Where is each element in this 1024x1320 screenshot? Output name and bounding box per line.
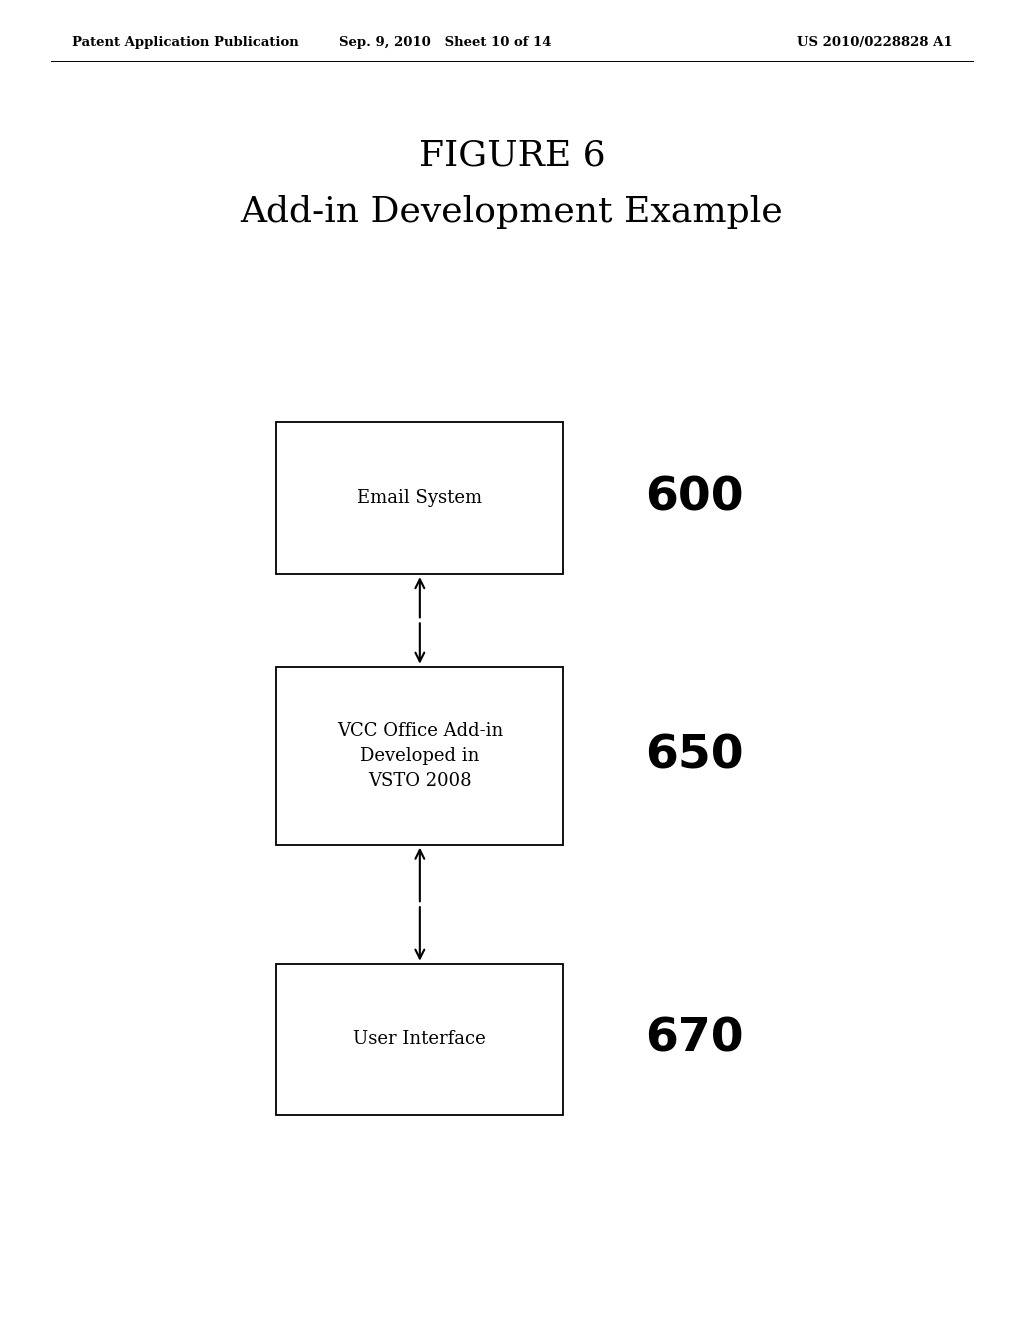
Text: Add-in Development Example: Add-in Development Example [241, 195, 783, 230]
Text: US 2010/0228828 A1: US 2010/0228828 A1 [797, 36, 952, 49]
FancyBboxPatch shape [276, 667, 563, 845]
Text: Patent Application Publication: Patent Application Publication [72, 36, 298, 49]
Text: 670: 670 [645, 1016, 743, 1063]
Text: 650: 650 [645, 733, 743, 779]
Text: FIGURE 6: FIGURE 6 [419, 139, 605, 173]
Text: User Interface: User Interface [353, 1031, 486, 1048]
Text: Sep. 9, 2010   Sheet 10 of 14: Sep. 9, 2010 Sheet 10 of 14 [339, 36, 552, 49]
FancyBboxPatch shape [276, 964, 563, 1115]
Text: 600: 600 [645, 475, 743, 521]
FancyBboxPatch shape [276, 422, 563, 574]
Text: Email System: Email System [357, 490, 482, 507]
Text: VCC Office Add-in
Developed in
VSTO 2008: VCC Office Add-in Developed in VSTO 2008 [337, 722, 503, 789]
